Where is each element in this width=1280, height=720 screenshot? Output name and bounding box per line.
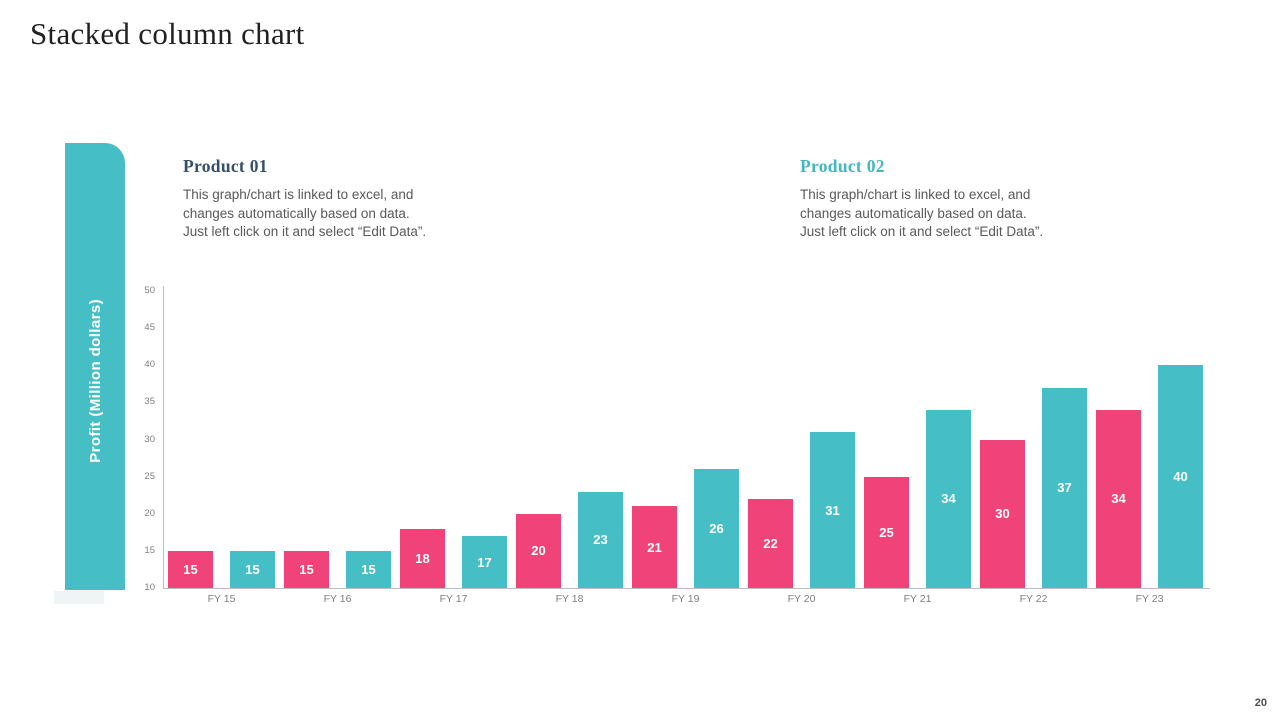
x-axis-tick-label: FY 21 bbox=[903, 593, 932, 605]
x-axis-tick-label: FY 16 bbox=[323, 593, 352, 605]
y-axis-tick-label: 35 bbox=[144, 396, 155, 408]
profit-axis-label: Profit (Million dollars) bbox=[86, 298, 104, 463]
column-value-label: 22 bbox=[763, 535, 778, 551]
column-value-label: 37 bbox=[1057, 480, 1072, 496]
column-product-02-fy-16[interactable]: 15 bbox=[346, 550, 391, 588]
y-axis-tick-label: 45 bbox=[144, 322, 155, 334]
column-product-02-fy-20[interactable]: 31 bbox=[810, 432, 855, 588]
column-product-01-fy-16[interactable]: 15 bbox=[284, 550, 329, 588]
column-value-label: 15 bbox=[245, 561, 260, 577]
page-number: 20 bbox=[1254, 697, 1267, 709]
product-01-heading: Product 01 bbox=[183, 156, 268, 176]
y-axis-tick-label: 20 bbox=[144, 507, 155, 519]
column-product-01-fy-18[interactable]: 20 bbox=[516, 513, 561, 588]
column-product-01-fy-23[interactable]: 34 bbox=[1096, 409, 1141, 588]
x-axis-tick-label: FY 17 bbox=[439, 593, 468, 605]
banner-reflection bbox=[54, 591, 104, 604]
column-product-01-fy-17[interactable]: 18 bbox=[400, 528, 445, 588]
x-axis-line bbox=[163, 588, 1210, 589]
column-value-label: 25 bbox=[879, 524, 894, 540]
column-value-label: 18 bbox=[415, 550, 430, 566]
column-value-label: 26 bbox=[709, 521, 724, 537]
x-axis-tick-label: FY 23 bbox=[1135, 593, 1164, 605]
column-value-label: 23 bbox=[593, 532, 608, 548]
column-product-02-fy-19[interactable]: 26 bbox=[694, 469, 739, 588]
column-product-02-fy-17[interactable]: 17 bbox=[462, 536, 507, 588]
column-value-label: 15 bbox=[299, 561, 314, 577]
y-axis-tick-label: 15 bbox=[144, 544, 155, 556]
y-axis-line bbox=[163, 286, 164, 588]
column-value-label: 30 bbox=[995, 506, 1010, 522]
slide-title: Stacked column chart bbox=[30, 16, 305, 51]
product-02-heading: Product 02 bbox=[800, 156, 885, 176]
x-axis-tick-label: FY 18 bbox=[555, 593, 584, 605]
column-product-01-fy-21[interactable]: 25 bbox=[864, 476, 909, 588]
product-02-section: Product 02 This graph/chart is linked to… bbox=[800, 156, 1100, 242]
column-product-02-fy-15[interactable]: 15 bbox=[230, 550, 275, 588]
x-axis-tick-label: FY 22 bbox=[1019, 593, 1048, 605]
column-value-label: 21 bbox=[647, 539, 662, 555]
y-axis-tick-label: 25 bbox=[144, 470, 155, 482]
column-value-label: 20 bbox=[531, 543, 546, 559]
column-product-01-fy-20[interactable]: 22 bbox=[748, 498, 793, 588]
product-01-section: Product 01 This graph/chart is linked to… bbox=[183, 156, 483, 242]
column-value-label: 15 bbox=[183, 561, 198, 577]
column-product-02-fy-23[interactable]: 40 bbox=[1158, 365, 1203, 588]
column-value-label: 17 bbox=[477, 554, 492, 570]
column-value-label: 34 bbox=[1111, 491, 1126, 507]
x-axis-tick-label: FY 19 bbox=[671, 593, 700, 605]
stacked-column-chart[interactable]: 10 15 20 25 30 35 40 45 50 15 15 FY 15 15 15 FY 16 18 17… bbox=[144, 285, 1210, 605]
column-value-label: 40 bbox=[1173, 469, 1188, 485]
y-axis-tick-label: 30 bbox=[144, 433, 155, 445]
product-01-description: This graph/chart is linked to excel, and… bbox=[183, 187, 427, 239]
y-axis-tick-label: 50 bbox=[144, 285, 155, 296]
product-02-description: This graph/chart is linked to excel, and… bbox=[800, 187, 1044, 239]
column-product-01-fy-19[interactable]: 21 bbox=[632, 506, 677, 588]
y-axis-tick-label: 40 bbox=[144, 359, 155, 371]
x-axis-tick-label: FY 15 bbox=[207, 593, 236, 605]
x-axis-tick-label: FY 20 bbox=[787, 593, 816, 605]
column-product-01-fy-15[interactable]: 15 bbox=[168, 550, 213, 588]
column-value-label: 31 bbox=[825, 502, 840, 518]
column-value-label: 15 bbox=[361, 561, 376, 577]
column-product-01-fy-22[interactable]: 30 bbox=[980, 439, 1025, 588]
column-product-02-fy-22[interactable]: 37 bbox=[1042, 387, 1087, 588]
y-axis-tick-label: 10 bbox=[144, 582, 155, 593]
column-product-02-fy-18[interactable]: 23 bbox=[578, 491, 623, 588]
profit-axis-banner: Profit (Million dollars) bbox=[65, 143, 125, 590]
column-product-02-fy-21[interactable]: 34 bbox=[926, 409, 971, 588]
column-value-label: 34 bbox=[941, 491, 956, 507]
